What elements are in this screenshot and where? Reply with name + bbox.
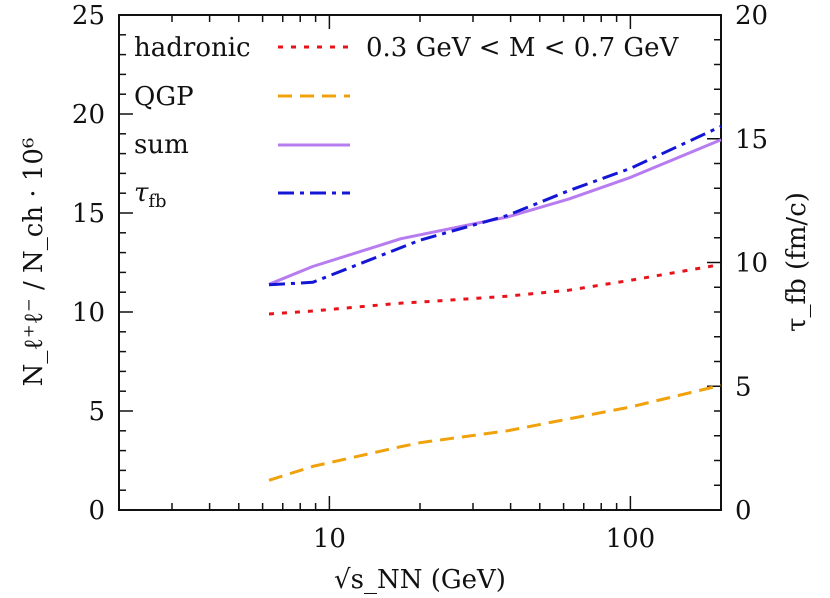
y-left-tick-label: 10 — [72, 298, 105, 328]
plot-frame — [118, 14, 722, 511]
y-left-tick-label: 15 — [72, 199, 105, 229]
series-line-hadronic — [268, 263, 722, 316]
y-right-axis-title: τ_fb (fm/c) — [782, 192, 812, 332]
y-right-tick-label: 5 — [735, 372, 752, 402]
series-lines — [268, 125, 722, 482]
y-left-tick-label: 25 — [72, 1, 105, 31]
y-left-tick-label: 20 — [72, 100, 105, 130]
legend-label-qgp: QGP — [134, 82, 194, 112]
legend-label-sum: sum — [134, 130, 189, 160]
series-line-sum — [268, 138, 722, 286]
y-right-tick-label: 0 — [735, 496, 752, 526]
y-right-tick-label: 15 — [735, 125, 768, 155]
y-left-tick-label: 0 — [88, 496, 105, 526]
annotation-mass-range: 0.3 GeV < M < 0.7 GeV — [366, 33, 680, 63]
legend-label-tau: τfb — [134, 178, 167, 212]
x-tick-label: 100 — [606, 524, 656, 554]
series-line-qgp — [268, 383, 722, 482]
y-right-tick-label: 10 — [735, 249, 768, 279]
ticks — [118, 14, 722, 511]
x-tick-label: 10 — [313, 524, 346, 554]
legend-label-tau-symbol: τ — [134, 178, 149, 208]
tick-labels: 10 100 0 5 10 15 20 25 0 5 10 15 20 — [72, 1, 768, 554]
series-line-tau_fb — [268, 125, 722, 287]
x-axis-title: √s_NN (GeV) — [334, 565, 506, 595]
legend-label-tau-sub: fb — [148, 191, 166, 212]
legend-label-hadronic: hadronic — [134, 33, 251, 63]
legend: hadronic QGP sum τfb — [134, 33, 350, 212]
y-left-tick-label: 5 — [88, 397, 105, 427]
y-right-tick-label: 20 — [735, 1, 768, 31]
y-left-axis-title: N_ℓ⁺ℓ⁻ / N_ch · 10⁶ — [19, 138, 49, 387]
